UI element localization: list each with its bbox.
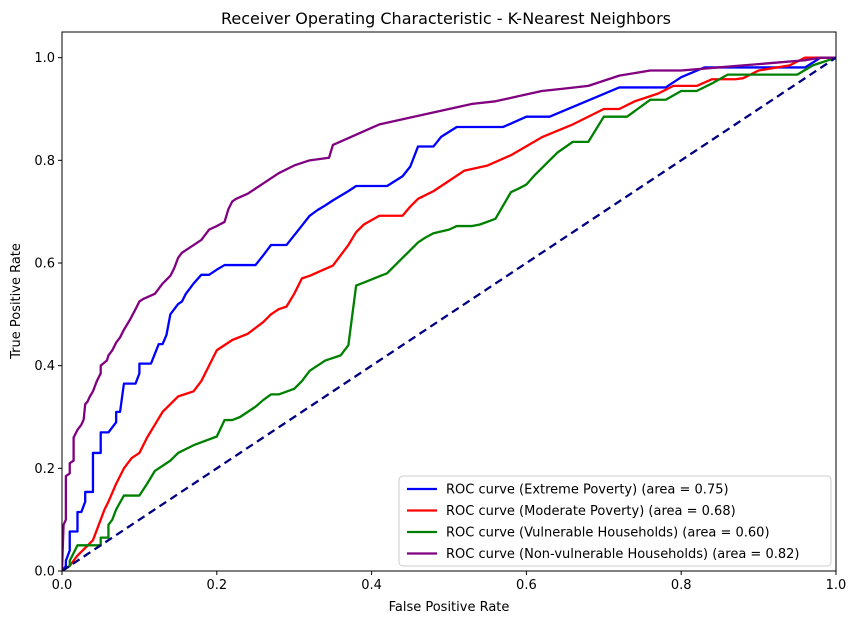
legend-entry-label: ROC curve (Non-vulnerable Households) (a… — [446, 547, 799, 562]
plot-area — [61, 31, 837, 572]
chart-title: Receiver Operating Characteristic - K-Ne… — [221, 9, 671, 28]
y-axis: 0.0 0.2 0.4 0.6 0.8 1.0 — [34, 51, 62, 580]
y-tick-label: 1.0 — [34, 51, 55, 66]
roc-curve-series-1 — [62, 56, 836, 571]
legend-entry-label: ROC curve (Moderate Poverty) (area = 0.6… — [446, 504, 736, 519]
x-tick-label: 1.0 — [826, 578, 847, 593]
legend-entry-label: ROC curve (Vulnerable Households) (area … — [446, 526, 770, 541]
roc-curve-series-2 — [62, 56, 836, 571]
x-tick-label: 0.0 — [52, 578, 73, 593]
y-tick-label: 0.6 — [34, 257, 55, 272]
plot-frame — [61, 31, 837, 572]
chance-diagonal-line — [62, 56, 836, 571]
legend-box — [398, 475, 832, 567]
legend-entry-label: ROC curve (Extreme Poverty) (area = 0.75… — [446, 483, 729, 498]
y-tick-label: 0.0 — [34, 565, 55, 580]
y-tick-label: 0.4 — [34, 359, 55, 374]
roc-curve-series-3 — [62, 56, 836, 571]
legend: ROC curve (Extreme Poverty) (area = 0.75… — [398, 475, 832, 567]
x-tick-label: 0.4 — [361, 578, 382, 593]
curves-group — [62, 56, 836, 571]
x-tick-label: 0.6 — [516, 578, 537, 593]
roc-curve-series-0 — [62, 56, 836, 571]
x-axis-label: False Positive Rate — [389, 600, 510, 615]
y-axis-label: True Positive Rate — [9, 243, 24, 360]
x-tick-label: 0.2 — [206, 578, 227, 593]
y-tick-label: 0.2 — [34, 462, 55, 477]
x-tick-label: 0.8 — [671, 578, 692, 593]
x-axis: 0.0 0.2 0.4 0.6 0.8 1.0 — [52, 571, 847, 593]
y-tick-label: 0.8 — [34, 154, 55, 169]
